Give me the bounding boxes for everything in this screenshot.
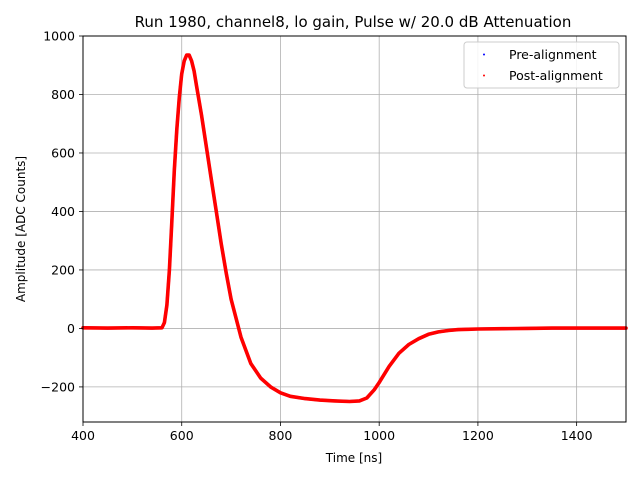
- chart-title: Run 1980, channel8, lo gain, Pulse w/ 20…: [135, 13, 572, 31]
- data-point-post-alignment: [269, 385, 272, 389]
- y-tick-label: 400: [51, 204, 75, 219]
- data-point-post-alignment: [249, 362, 253, 365]
- legend-marker-pre-alignment: [483, 53, 485, 56]
- data-point-post-alignment: [318, 398, 322, 402]
- data-point-post-alignment: [178, 96, 181, 99]
- data-point-post-alignment: [185, 53, 188, 57]
- data-point-post-alignment: [456, 328, 460, 331]
- data-point-post-alignment: [417, 337, 421, 341]
- data-point-post-alignment: [372, 388, 376, 392]
- data-point-post-alignment: [303, 397, 307, 400]
- data-point-post-alignment: [333, 399, 337, 403]
- data-point-post-alignment: [150, 326, 154, 330]
- data-point-post-alignment: [160, 326, 164, 330]
- data-point-post-alignment: [195, 84, 198, 87]
- x-tick-label: 400: [71, 428, 95, 443]
- data-point-post-alignment: [550, 326, 554, 330]
- data-point-post-alignment: [215, 210, 218, 213]
- data-point-post-alignment: [219, 242, 223, 245]
- data-point-post-alignment: [466, 328, 470, 331]
- legend-label-pre-alignment: Pre-alignment: [509, 47, 597, 62]
- data-point-post-alignment: [170, 218, 174, 222]
- y-tick-label: −200: [41, 379, 75, 394]
- y-tick-label: 1000: [43, 29, 75, 44]
- data-point-post-alignment: [131, 326, 134, 330]
- data-point-post-alignment: [175, 128, 179, 131]
- y-tick-label: 800: [51, 87, 75, 102]
- data-point-post-alignment: [106, 326, 109, 330]
- data-point-post-alignment: [187, 53, 191, 57]
- data-point-post-alignment: [501, 327, 504, 331]
- data-point-post-alignment: [437, 330, 440, 334]
- legend-marker-post-alignment: [483, 74, 485, 77]
- data-point-post-alignment: [365, 396, 369, 400]
- x-tick-label: 800: [269, 428, 293, 443]
- data-point-post-alignment: [210, 178, 213, 181]
- series-layer: [81, 53, 628, 404]
- data-point-post-alignment: [229, 297, 233, 301]
- plot-frame: [82, 35, 627, 423]
- data-point-post-alignment: [447, 329, 450, 332]
- data-point-post-alignment: [476, 327, 480, 331]
- data-point-post-alignment: [377, 381, 381, 384]
- data-point-post-alignment: [182, 59, 186, 63]
- data-point-post-alignment: [192, 69, 196, 73]
- series-trace-post-alignment: [81, 53, 628, 404]
- y-axis-label: Amplitude [ADC Counts]: [14, 156, 28, 302]
- x-tick-label: 1200: [462, 428, 494, 443]
- x-tick-label: 600: [170, 428, 194, 443]
- x-tick-label: 1000: [363, 428, 395, 443]
- data-point-post-alignment: [427, 333, 430, 336]
- y-tick-label: 200: [51, 262, 75, 277]
- data-point-post-alignment: [173, 169, 176, 172]
- legend-label-post-alignment: Post-alignment: [509, 68, 603, 83]
- y-tick-label: 0: [67, 321, 75, 336]
- data-point-post-alignment: [224, 271, 228, 275]
- data-point-post-alignment: [358, 399, 361, 403]
- data-point-post-alignment: [279, 391, 282, 395]
- data-point-post-alignment: [190, 59, 193, 63]
- axis-ticks: 400 600 800 1000 1200 1400 −200 0 200 400 600 800 10…: [41, 29, 593, 444]
- data-point-post-alignment: [348, 400, 351, 403]
- x-axis-label: Time [ns]: [325, 451, 382, 465]
- data-point-post-alignment: [600, 326, 603, 330]
- data-point-post-alignment: [526, 327, 529, 330]
- data-point-post-alignment: [165, 303, 169, 307]
- data-point-post-alignment: [407, 343, 411, 346]
- legend: Pre-alignment Post-alignment: [463, 41, 620, 89]
- grid: [82, 35, 626, 422]
- data-point-post-alignment: [259, 376, 263, 380]
- x-tick-label: 1400: [561, 428, 593, 443]
- data-point-post-alignment: [239, 335, 243, 339]
- data-point-post-alignment: [180, 72, 183, 76]
- data-point-post-alignment: [200, 113, 203, 117]
- data-point-post-alignment: [163, 321, 166, 324]
- legend-box: [463, 41, 620, 89]
- data-point-post-alignment: [387, 365, 391, 368]
- data-point-post-alignment: [289, 395, 292, 398]
- data-point-post-alignment: [168, 268, 171, 272]
- data-point-post-alignment: [205, 145, 208, 149]
- y-tick-label: 600: [51, 145, 75, 160]
- data-point-post-alignment: [397, 352, 401, 355]
- data-point-post-alignment: [575, 326, 578, 330]
